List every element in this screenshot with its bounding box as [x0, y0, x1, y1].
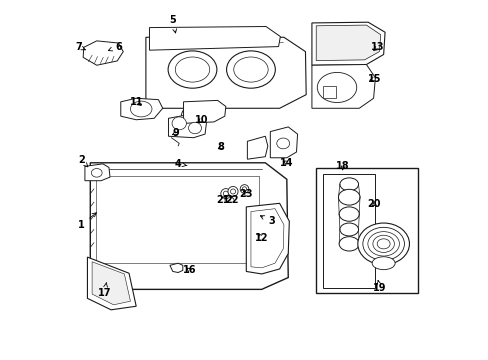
Ellipse shape	[91, 168, 102, 177]
Text: 18: 18	[336, 161, 349, 171]
Text: 12: 12	[254, 233, 268, 243]
Text: 3: 3	[260, 216, 274, 226]
Ellipse shape	[242, 187, 246, 191]
Ellipse shape	[227, 186, 238, 197]
Ellipse shape	[372, 235, 394, 252]
Ellipse shape	[367, 231, 399, 256]
Ellipse shape	[276, 138, 289, 149]
Ellipse shape	[339, 223, 358, 236]
Ellipse shape	[187, 113, 195, 120]
Ellipse shape	[223, 191, 228, 196]
Polygon shape	[169, 263, 183, 273]
Polygon shape	[87, 257, 136, 310]
Ellipse shape	[233, 57, 267, 82]
Ellipse shape	[362, 227, 404, 260]
Text: 14: 14	[280, 158, 293, 168]
Polygon shape	[145, 37, 305, 108]
Ellipse shape	[221, 189, 230, 199]
Text: 16: 16	[183, 265, 196, 275]
Ellipse shape	[175, 57, 209, 82]
Text: 4: 4	[174, 159, 186, 169]
Text: 7: 7	[75, 42, 85, 51]
Ellipse shape	[357, 223, 408, 265]
Text: 15: 15	[367, 74, 380, 84]
Ellipse shape	[226, 51, 275, 88]
Polygon shape	[316, 25, 380, 60]
Polygon shape	[85, 164, 110, 181]
Text: 13: 13	[370, 42, 384, 52]
Ellipse shape	[130, 101, 152, 117]
Ellipse shape	[188, 122, 201, 134]
Ellipse shape	[184, 109, 198, 123]
Text: 6: 6	[108, 42, 122, 51]
Bar	[315, 168, 417, 293]
Ellipse shape	[230, 189, 235, 194]
Text: 21: 21	[216, 195, 229, 205]
Text: 19: 19	[372, 280, 386, 293]
Text: 8: 8	[217, 142, 224, 152]
Bar	[322, 174, 374, 288]
Text: 20: 20	[367, 199, 380, 210]
Ellipse shape	[338, 189, 359, 205]
Polygon shape	[322, 86, 335, 98]
Ellipse shape	[339, 178, 358, 191]
Polygon shape	[149, 27, 280, 50]
Text: 22: 22	[225, 195, 238, 205]
Polygon shape	[183, 100, 225, 123]
Polygon shape	[250, 209, 284, 268]
Polygon shape	[311, 22, 384, 65]
Text: 9: 9	[172, 128, 180, 138]
Ellipse shape	[172, 117, 186, 130]
Ellipse shape	[317, 72, 356, 103]
Text: 5: 5	[169, 15, 176, 33]
Text: 11: 11	[129, 97, 142, 107]
Text: 10: 10	[194, 115, 208, 125]
Polygon shape	[121, 98, 163, 120]
Polygon shape	[168, 114, 206, 138]
Ellipse shape	[181, 106, 201, 126]
Ellipse shape	[371, 257, 394, 270]
Text: 1: 1	[78, 213, 96, 230]
Ellipse shape	[376, 239, 389, 249]
Polygon shape	[92, 262, 130, 305]
Text: 17: 17	[98, 283, 111, 298]
Text: 2: 2	[78, 155, 88, 167]
Text: 23: 23	[239, 189, 252, 199]
Polygon shape	[247, 136, 267, 159]
Polygon shape	[270, 127, 297, 158]
Ellipse shape	[339, 207, 359, 221]
Ellipse shape	[240, 185, 248, 193]
Polygon shape	[311, 64, 375, 108]
Polygon shape	[83, 41, 123, 65]
Ellipse shape	[339, 237, 359, 251]
Polygon shape	[90, 163, 287, 289]
Ellipse shape	[168, 51, 217, 88]
Polygon shape	[246, 203, 289, 274]
